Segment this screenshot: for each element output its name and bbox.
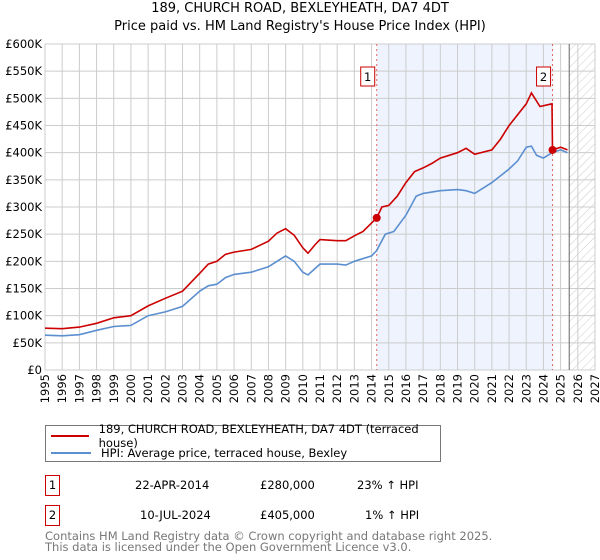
sale-date: 22-APR-2014 [135,478,210,492]
footer-license: This data is licensed under the Open Gov… [45,540,412,554]
legend-item-property: 189, CHURCH ROAD, BEXLEYHEATH, DA7 4DT (… [46,422,440,450]
chart-title: 189, CHURCH ROAD, BEXLEYHEATH, DA7 4DT [151,1,449,16]
x-tick-label: 2014 [365,374,379,403]
footer-copyright: Contains HM Land Registry data © Crown c… [45,529,493,543]
x-tick-label: 2026 [571,374,585,403]
x-tick-label: 1998 [90,374,104,403]
x-tick-label: 2015 [382,374,396,403]
sale-row: 1 22-APR-2014 £280,000 23% ↑ HPI [45,475,445,496]
x-tick-label: 2002 [158,374,172,403]
legend-label: HPI: Average price, terraced house, Bexl… [101,446,348,460]
x-tick-label: 2016 [399,374,413,403]
x-tick-label: 1997 [72,374,86,403]
plot-border [44,43,596,371]
x-tick-label: 2007 [244,374,258,403]
hpi-line [44,145,568,337]
property-price-line [44,91,568,330]
x-tick-label: 2018 [433,374,447,403]
sale-marker-box [360,66,376,87]
x-tick-label: 2006 [227,374,241,403]
y-tick-label: £0 [27,363,42,377]
x-tick-label: 2000 [124,374,138,403]
x-tick-label: 2021 [485,374,499,403]
x-tick-label: 2022 [502,374,516,403]
price-chart: 1995 1996 1997 1998 1999 2000 2001 2002 2003 2004… [5,37,600,403]
sale-marker-label: 2 [45,505,60,526]
y-tick-label: £100K [5,309,42,323]
y-tick-label: £150K [5,282,42,296]
sale-row: 2 10-JUL-2024 £405,000 1% ↑ HPI [45,505,445,526]
x-tick-label: 2023 [519,374,533,403]
sale-marker-box [536,66,552,87]
x-tick-label: 1999 [107,374,121,403]
x-tick-label: 2005 [210,374,224,403]
x-tick-label: 2017 [416,374,430,403]
x-tick-label: 2025 [554,374,568,403]
legend: 189, CHURCH ROAD, BEXLEYHEATH, DA7 4DT (… [45,422,441,462]
sale-marker-label: 1 [45,475,60,496]
y-tick-label: £500K [5,91,42,105]
x-tick-label: 2019 [451,374,465,403]
legend-item-hpi: HPI: Average price, terraced house, Bexl… [46,445,347,461]
legend-swatch [51,435,89,437]
sale-marker-label: 1 [364,70,371,84]
sale-date: 10-JUL-2024 [140,508,211,522]
y-tick-label: £400K [5,146,42,160]
y-tick-label: £450K [5,119,42,133]
sale-price: £280,000 [260,478,315,492]
y-tick-label: £600K [5,37,42,51]
x-tick-label: 2027 [588,374,600,403]
legend-swatch [51,452,91,454]
x-tick-label: 2001 [141,374,155,403]
x-tick-label: 2020 [468,374,482,403]
x-tick-label: 2011 [313,374,327,403]
x-tick-label: 2004 [193,374,207,403]
x-tick-label: 2024 [536,374,550,403]
x-tick-label: 2012 [330,374,344,403]
y-tick-label: £550K [5,64,42,78]
legend-label: 189, CHURCH ROAD, BEXLEYHEATH, DA7 4DT (… [98,422,419,450]
x-tick-label: 2010 [296,374,310,403]
sale-price: £405,000 [260,508,315,522]
y-tick-label: £200K [5,254,42,268]
sale-hpi: 23% ↑ HPI [357,478,419,492]
y-tick-label: £350K [5,173,42,187]
y-tick-label: £300K [5,200,42,214]
x-tick-label: 1996 [55,374,69,403]
x-tick-label: 1995 [38,374,52,403]
x-tick-label: 2008 [261,374,275,403]
y-tick-label: £250K [5,227,42,241]
y-tick-label: £50K [13,336,43,350]
x-tick-label: 2009 [279,374,293,403]
sale-point [372,213,381,222]
sale-hpi: 1% ↑ HPI [365,508,420,522]
x-tick-label: 2013 [347,374,361,403]
chart-subtitle: Price paid vs. HM Land Registry's House … [114,19,486,34]
sale-marker-label: 2 [540,70,547,84]
sale-point [548,145,557,154]
x-tick-label: 2003 [176,374,190,403]
